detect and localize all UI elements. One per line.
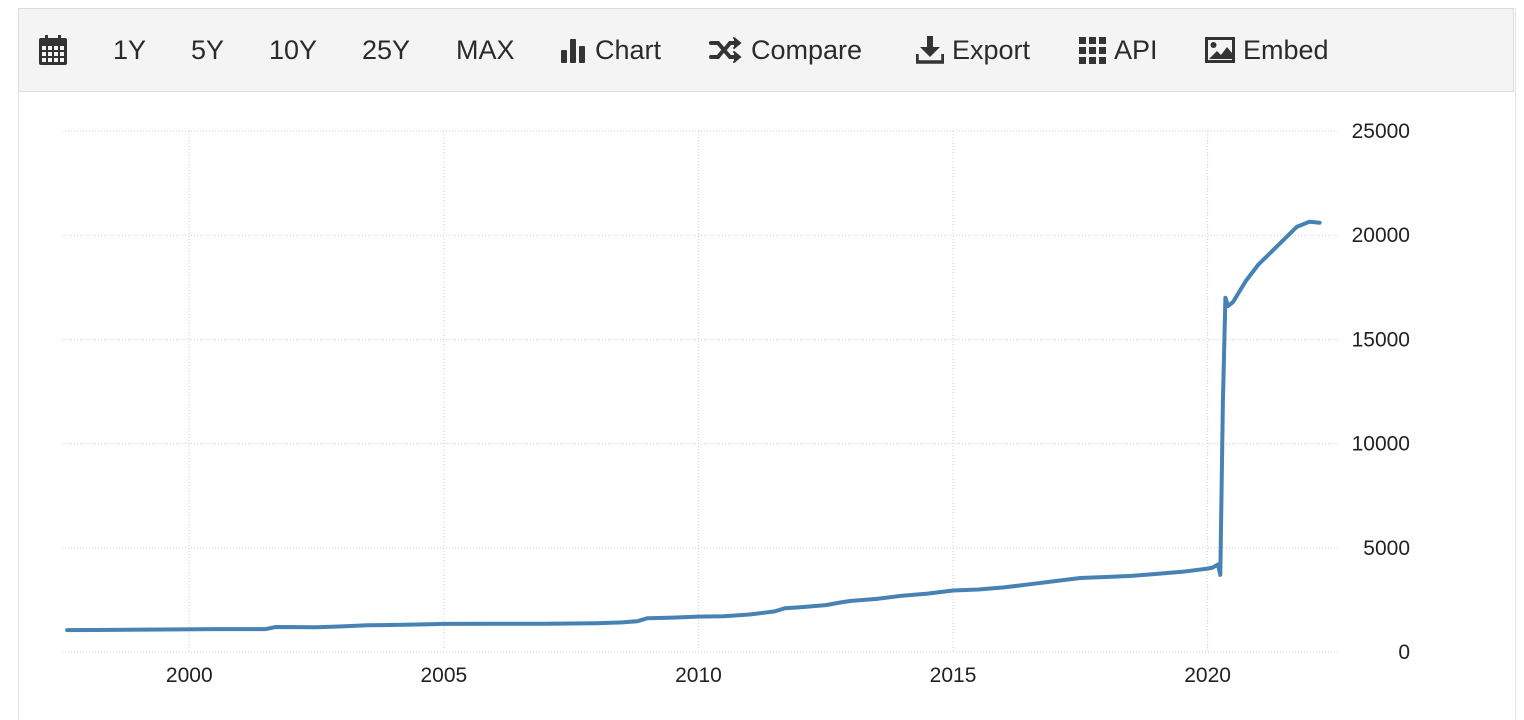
bar-chart-icon xyxy=(561,37,587,63)
y-tick-label: 20000 xyxy=(1352,224,1410,247)
chart-type-label: Chart xyxy=(595,34,662,65)
image-icon xyxy=(1205,37,1235,63)
y-tick-label: 0 xyxy=(1398,641,1410,664)
range-25y-button[interactable]: 25Y xyxy=(362,9,410,91)
x-tick-label: 2000 xyxy=(166,664,213,687)
range-25y-label: 25Y xyxy=(362,34,411,65)
y-tick-label: 5000 xyxy=(1363,537,1410,560)
x-tick-label: 2005 xyxy=(421,664,468,687)
chart-type-button[interactable]: Chart xyxy=(561,9,661,91)
x-tick-label: 2020 xyxy=(1184,664,1231,687)
calendar-icon xyxy=(39,35,67,65)
api-label: API xyxy=(1114,34,1158,65)
range-5y-button[interactable]: 5Y xyxy=(191,9,224,91)
range-10y-button[interactable]: 10Y xyxy=(269,9,317,91)
shuffle-icon xyxy=(709,37,743,63)
chart-toolbar: 1Y 5Y 10Y 25Y MAX Chart Compare Export xyxy=(18,8,1514,92)
range-5y-label: 5Y xyxy=(191,34,225,65)
export-label: Export xyxy=(952,34,1031,65)
export-button[interactable]: Export xyxy=(916,9,1030,91)
chart-frame xyxy=(18,8,1516,720)
range-1y-button[interactable]: 1Y xyxy=(113,9,146,91)
y-tick-label: 15000 xyxy=(1352,328,1410,351)
calendar-button[interactable] xyxy=(39,9,75,91)
api-button[interactable]: API xyxy=(1079,9,1158,91)
grid-icon xyxy=(1079,36,1106,64)
x-axis: 2000 2005 2010 2015 2020 xyxy=(166,664,1231,687)
download-icon xyxy=(916,36,944,64)
x-tick-label: 2015 xyxy=(930,664,977,687)
embed-label: Embed xyxy=(1243,34,1329,65)
chart-grid xyxy=(62,130,1340,653)
range-1y-label: 1Y xyxy=(113,34,147,65)
series-line xyxy=(65,219,1322,633)
x-tick-label: 2010 xyxy=(675,664,722,687)
compare-button[interactable]: Compare xyxy=(709,9,862,91)
compare-label: Compare xyxy=(751,34,863,65)
embed-button[interactable]: Embed xyxy=(1205,9,1329,91)
range-max-label: MAX xyxy=(456,34,515,65)
y-tick-label: 10000 xyxy=(1352,433,1410,456)
y-axis: 0 5000 10000 15000 20000 25000 xyxy=(1352,120,1410,664)
range-max-button[interactable]: MAX xyxy=(456,9,515,91)
range-10y-label: 10Y xyxy=(269,34,318,65)
y-tick-label: 25000 xyxy=(1352,120,1410,143)
